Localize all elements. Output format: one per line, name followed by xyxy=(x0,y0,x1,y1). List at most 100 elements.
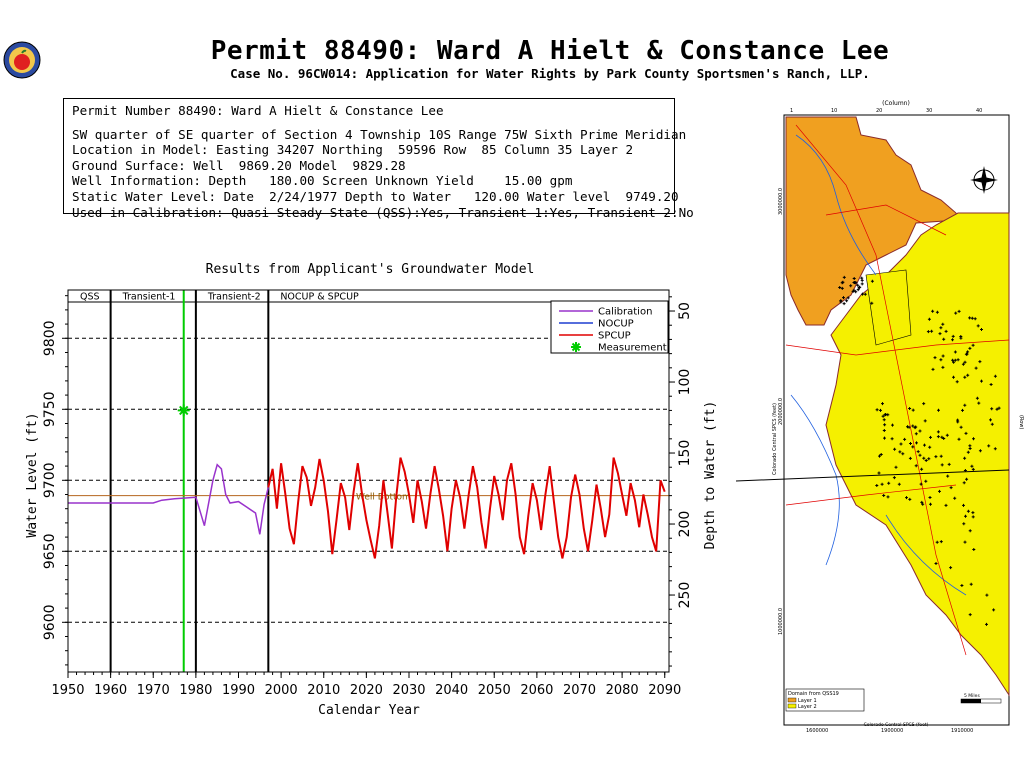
map-well-marker xyxy=(926,330,930,334)
map-well-marker xyxy=(918,453,922,457)
map-well-marker xyxy=(911,445,915,449)
map-well-marker xyxy=(870,279,874,283)
info-line: Permit Number 88490: Ward A Hielt & Cons… xyxy=(72,103,444,118)
map-well-marker xyxy=(970,464,974,468)
map-legend-label-layer-2: Layer 2 xyxy=(798,704,817,710)
map-well-marker xyxy=(886,495,890,499)
map-x-tick: 1900000 xyxy=(881,728,903,734)
map-well-marker xyxy=(992,608,996,612)
map-well-marker xyxy=(852,277,856,280)
map-well-marker xyxy=(966,373,970,377)
x-tick-label: 2000 xyxy=(265,683,298,698)
map-column-tick: 30 xyxy=(926,108,932,114)
x-tick-label: 2010 xyxy=(307,683,340,698)
page-subtitle: Case No. 96CW014: Application for Water … xyxy=(230,66,870,81)
x-tick-label: 1980 xyxy=(179,683,212,698)
x-tick-label: 2020 xyxy=(350,683,383,698)
info-line: Ground Surface: Well 9869.20 Model 9829.… xyxy=(72,157,406,173)
map-well-marker xyxy=(907,425,911,429)
map-well-marker xyxy=(863,292,867,296)
x-tick-label: 1970 xyxy=(137,683,170,698)
map-well-marker xyxy=(951,334,955,338)
map-well-marker xyxy=(934,562,938,565)
map-well-marker xyxy=(952,375,955,379)
map-well-marker xyxy=(879,408,882,412)
map-well-marker xyxy=(908,456,912,460)
map-well-marker xyxy=(972,437,975,441)
legend-label: Measurement xyxy=(598,343,667,354)
map-y-tick: 1000000.0 xyxy=(778,608,784,635)
map-well-marker xyxy=(990,407,994,411)
map-well-marker xyxy=(909,442,912,445)
map-well-marker xyxy=(980,328,983,331)
map-well-marker xyxy=(875,408,879,412)
grid xyxy=(68,337,669,623)
map-y-tick: 2000000.0 xyxy=(778,398,784,425)
page-title: Permit 88490: Ward A Hielt & Constance L… xyxy=(210,36,890,66)
map-well-marker xyxy=(916,450,920,454)
y2-tick-label: 200 xyxy=(677,511,693,538)
x-tick-label: 2030 xyxy=(392,683,425,698)
map-well-marker xyxy=(879,453,883,456)
map-well-marker xyxy=(905,496,908,500)
map-well-marker xyxy=(940,435,944,439)
map-well-marker xyxy=(971,515,975,519)
map-well-marker xyxy=(951,338,954,342)
map-legend-swatch-layer-2 xyxy=(787,703,797,709)
map-well-marker xyxy=(897,482,901,486)
map-well-marker xyxy=(963,360,967,364)
map-well-marker xyxy=(990,422,994,426)
map-well-marker xyxy=(921,502,925,506)
map-well-marker xyxy=(978,449,982,453)
map-well-marker xyxy=(977,401,981,405)
map-well-marker xyxy=(963,469,967,472)
map-well-marker xyxy=(858,285,862,289)
map-well-marker xyxy=(923,443,926,447)
legend-marker-measurement xyxy=(571,342,581,352)
map-well-marker xyxy=(941,322,945,326)
map-well-marker xyxy=(969,582,973,586)
map-well-marker xyxy=(942,337,946,341)
legend-box xyxy=(550,300,669,354)
map-well-marker xyxy=(959,336,963,340)
map-well-marker xyxy=(891,423,894,427)
apple-icon xyxy=(14,54,30,70)
period-label: NOCUP & SPCUP xyxy=(280,292,359,303)
y-tick-label: 9750 xyxy=(42,391,58,427)
period-label: Transient-2 xyxy=(207,292,261,303)
x-tick-label: 1960 xyxy=(94,683,127,698)
map-well-marker xyxy=(970,316,974,320)
x-tick-label: 2090 xyxy=(648,683,681,698)
map-well-marker xyxy=(920,467,924,471)
map-well-marker xyxy=(962,481,966,485)
map-well-marker xyxy=(927,457,931,461)
map-well-marker xyxy=(886,413,890,417)
well-bottom-label: Well Bottom xyxy=(356,493,411,503)
map-well-marker xyxy=(993,374,997,378)
map-well-marker xyxy=(938,332,942,336)
map-well-marker xyxy=(961,408,964,412)
model-domain-map: (Column) 1 10 20 30 40 3000000.0 2000000… xyxy=(736,100,1024,734)
map-well-marker xyxy=(995,407,999,411)
period-bands: QSS Transient-1 Transient-2 NOCUP & SPCUP xyxy=(68,290,669,672)
map-well-marker xyxy=(953,496,957,500)
map-well-marker xyxy=(861,292,864,296)
x-tick-label: 1990 xyxy=(222,683,255,698)
x-tick-label: 2050 xyxy=(478,683,511,698)
map-well-marker xyxy=(908,407,912,410)
map-column-tick: 10 xyxy=(831,108,837,114)
map-well-marker xyxy=(845,299,849,303)
map-well-marker xyxy=(911,424,915,428)
map-row-label: (Row) xyxy=(1018,415,1024,429)
map-well-marker xyxy=(918,429,922,433)
map-well-marker xyxy=(924,479,928,483)
map-well-marker xyxy=(957,437,961,441)
map-well-marker xyxy=(914,432,918,436)
map-well-marker xyxy=(971,511,975,515)
map-well-marker xyxy=(971,343,975,347)
map-x-tick: 1600000 xyxy=(806,728,828,734)
y-tick-label: 9800 xyxy=(42,320,58,356)
map-well-marker xyxy=(842,296,845,300)
map-well-marker xyxy=(883,423,887,427)
